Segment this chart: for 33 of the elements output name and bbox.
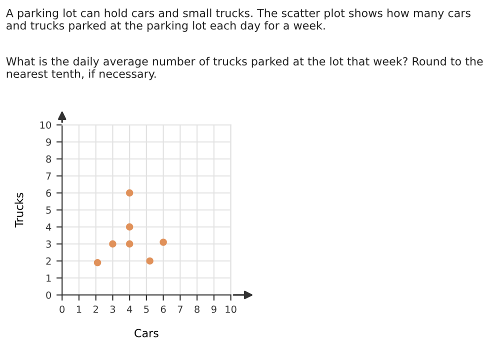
x-tick-label: 7 [178, 306, 182, 313]
y-tick-label: 1 [46, 274, 51, 282]
point [160, 238, 167, 246]
x-tick-label: 9 [211, 306, 216, 313]
point [126, 223, 134, 231]
x-tick-label: 6 [160, 306, 166, 313]
point [94, 259, 102, 266]
y-tick-label: 3 [46, 240, 51, 248]
y-tick-label: 4 [46, 224, 52, 231]
y-tick-label: 2 [46, 257, 51, 265]
x-tick-label: 10 [226, 306, 236, 313]
y-tick-label: 8 [46, 155, 52, 163]
chart-subtitle: What is the daily average number of trucks parked at the lot that week? Round to the nearest tenth, if necessary. [6, 56, 483, 80]
point [146, 257, 154, 265]
y-tick-label: 5 [46, 206, 51, 214]
x-tick-label: 5 [144, 306, 149, 313]
x-axis-title: Cars [134, 328, 158, 338]
y-tick-label: 7 [46, 172, 51, 180]
point [126, 189, 134, 197]
chart-title: A parking lot can hold cars and small trucks. The scatter plot shows how many cars and trucks parked at the parking lot each day for a week. [6, 8, 470, 32]
x-tick-label: 3 [110, 306, 116, 313]
y-tick-label: 9 [46, 138, 52, 146]
x-tick-label: 2 [93, 306, 98, 313]
y-tick-label: 10 [40, 121, 52, 129]
y-tick-label: 0 [46, 291, 52, 299]
x-tick-label: 0 [60, 306, 65, 313]
y-axis-title: Trucks [14, 192, 24, 228]
point [109, 240, 116, 248]
point [126, 240, 134, 248]
x-tick-label: 4 [126, 306, 132, 313]
x-tick-label: 8 [194, 306, 200, 313]
x-tick-label: 1 [76, 306, 82, 313]
y-tick-label: 6 [46, 189, 52, 197]
